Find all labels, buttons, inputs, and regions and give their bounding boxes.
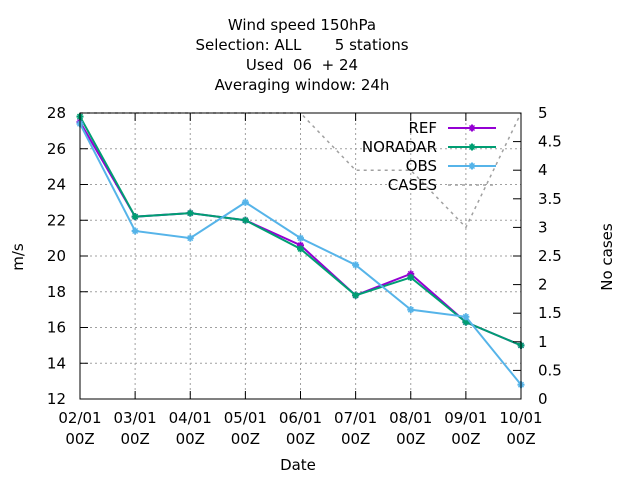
x-axis-label: Date xyxy=(280,456,316,474)
grid xyxy=(80,113,521,399)
y-tick-label: 22 xyxy=(47,211,66,229)
y-tick-label: 20 xyxy=(47,247,66,265)
data-point-stroke xyxy=(468,143,476,151)
data-point-stroke xyxy=(468,124,476,132)
data-point xyxy=(462,318,470,326)
y2-tick-label: 2 xyxy=(538,276,548,294)
data-point-stroke xyxy=(242,217,249,224)
data-point xyxy=(131,227,139,235)
data-point-stroke xyxy=(187,235,194,242)
data-point xyxy=(186,209,194,217)
data-point-stroke xyxy=(407,306,414,313)
y2-tick-label: 3 xyxy=(538,218,548,236)
series-line-cases xyxy=(80,112,522,229)
data-point-stroke xyxy=(468,162,476,170)
data-point xyxy=(468,162,476,170)
x-tick-label: 07/01 00Z xyxy=(334,409,377,448)
tick-layer: 12 14 16 18 20 22 24 26 28 0 0.5 1 1.5 2 2.5 3 3.5 4 4.5 5 0… xyxy=(47,104,562,448)
data-point-stroke xyxy=(297,235,304,242)
x-tick-label: 02/01 00Z xyxy=(58,409,101,448)
chart-title-line-1: Wind speed 150hPa xyxy=(227,16,377,34)
y2-tick-label: 5 xyxy=(538,104,548,122)
y-tick-label: 12 xyxy=(47,390,66,408)
data-point xyxy=(407,273,415,281)
y-tick-label: 24 xyxy=(47,176,66,194)
y-axis-label: m/s xyxy=(9,243,27,271)
data-point xyxy=(352,261,360,269)
chart-title-line-3: Used 06 + 24 xyxy=(245,56,359,74)
legend-label-ref: REF xyxy=(408,119,437,137)
x-tick-label: 04/01 00Z xyxy=(169,409,212,448)
data-point-stroke xyxy=(297,245,304,252)
data-point-stroke xyxy=(462,319,469,326)
series-line-noradar xyxy=(79,116,522,347)
data-point xyxy=(186,234,194,242)
data-point xyxy=(407,306,415,314)
data-point xyxy=(297,234,304,242)
y2-tick-label: 0.5 xyxy=(538,361,562,379)
y2-tick-label: 4.5 xyxy=(538,133,562,151)
x-tick-label: 10/01 00Z xyxy=(499,409,542,448)
y2-tick-label: 4 xyxy=(538,161,548,179)
data-point-stroke xyxy=(407,274,414,281)
data-point-stroke xyxy=(352,292,359,299)
y2-tick-label: 3.5 xyxy=(538,190,562,208)
data-point xyxy=(297,245,304,253)
data-point-stroke xyxy=(462,313,469,320)
y2-tick-label: 2.5 xyxy=(538,247,562,265)
y-tick-label: 16 xyxy=(47,319,66,337)
data-point xyxy=(241,216,249,224)
y2-axis-label: No cases xyxy=(598,223,616,291)
data-point-stroke xyxy=(352,261,359,268)
data-point-stroke xyxy=(187,210,194,217)
y2-tick-label: 1 xyxy=(538,333,548,351)
data-point xyxy=(462,313,470,321)
data-point-stroke xyxy=(132,227,139,235)
data-point xyxy=(131,213,139,221)
x-tick-label: 03/01 00Z xyxy=(114,409,157,448)
y2-tick-label: 0 xyxy=(538,390,548,408)
y-tick-label: 14 xyxy=(47,354,66,372)
x-tick-label: 09/01 00Z xyxy=(444,409,487,448)
data-point-stroke xyxy=(242,199,249,206)
y-tick-label: 18 xyxy=(47,283,66,301)
data-point xyxy=(468,124,476,132)
series-layer xyxy=(76,112,525,389)
x-tick-label: 06/01 00Z xyxy=(279,409,322,448)
legend-label-noradar: NORADAR xyxy=(362,138,437,156)
chart-title-line-2: Selection: ALL 5 stations xyxy=(195,36,409,54)
y2-tick-label: 1.5 xyxy=(538,304,562,322)
x-tick-label: 05/01 00Z xyxy=(224,409,267,448)
x-tick-label: 08/01 00Z xyxy=(389,409,432,448)
data-point xyxy=(352,291,360,299)
chart-title-line-4: Averaging window: 24h xyxy=(214,76,390,94)
y-tick-label: 28 xyxy=(47,104,66,122)
legend-label-cases: CASES xyxy=(388,176,437,194)
legend-label-obs: OBS xyxy=(406,157,437,175)
data-point xyxy=(468,143,476,151)
data-point-stroke xyxy=(132,213,139,220)
y-tick-label: 26 xyxy=(47,140,66,158)
data-point xyxy=(241,198,249,206)
